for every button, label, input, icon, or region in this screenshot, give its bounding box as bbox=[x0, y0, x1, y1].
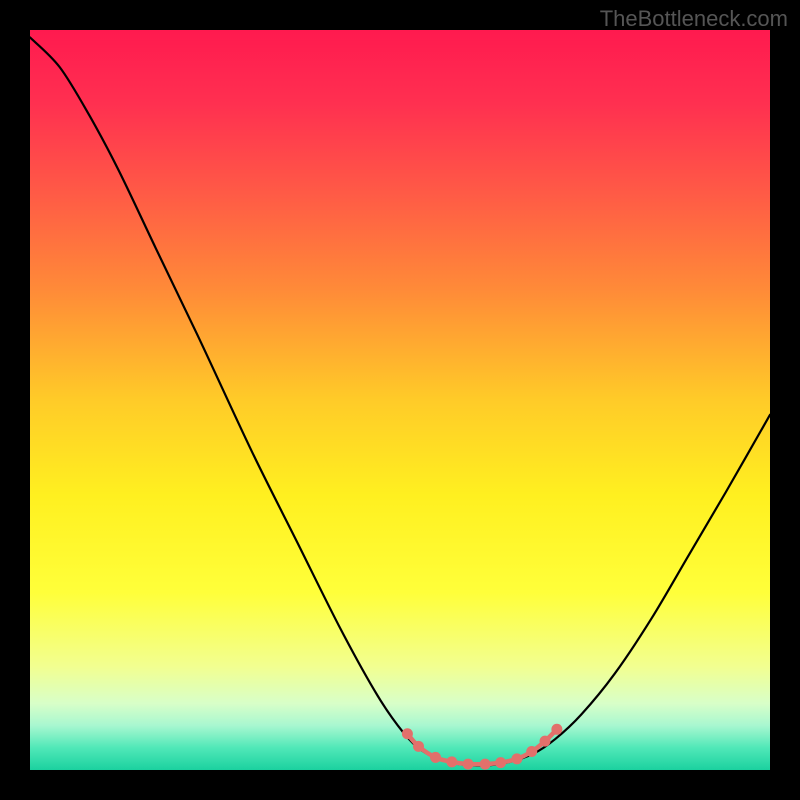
marker-dot bbox=[463, 759, 474, 770]
marker-dot bbox=[446, 756, 457, 767]
marker-dot bbox=[402, 728, 413, 739]
marker-dot bbox=[526, 746, 537, 757]
chart-lines bbox=[30, 30, 770, 770]
marker-dot bbox=[551, 724, 562, 735]
marker-dot bbox=[430, 752, 441, 763]
watermark-text: TheBottleneck.com bbox=[600, 6, 788, 32]
plot-area bbox=[30, 30, 770, 770]
marker-dot bbox=[495, 757, 506, 768]
chart-container: TheBottleneck.com bbox=[0, 0, 800, 800]
marker-dot bbox=[540, 736, 551, 747]
main-curve bbox=[30, 37, 770, 765]
marker-dot bbox=[480, 759, 491, 770]
marker-dot bbox=[511, 753, 522, 764]
marker-dot bbox=[413, 741, 424, 752]
